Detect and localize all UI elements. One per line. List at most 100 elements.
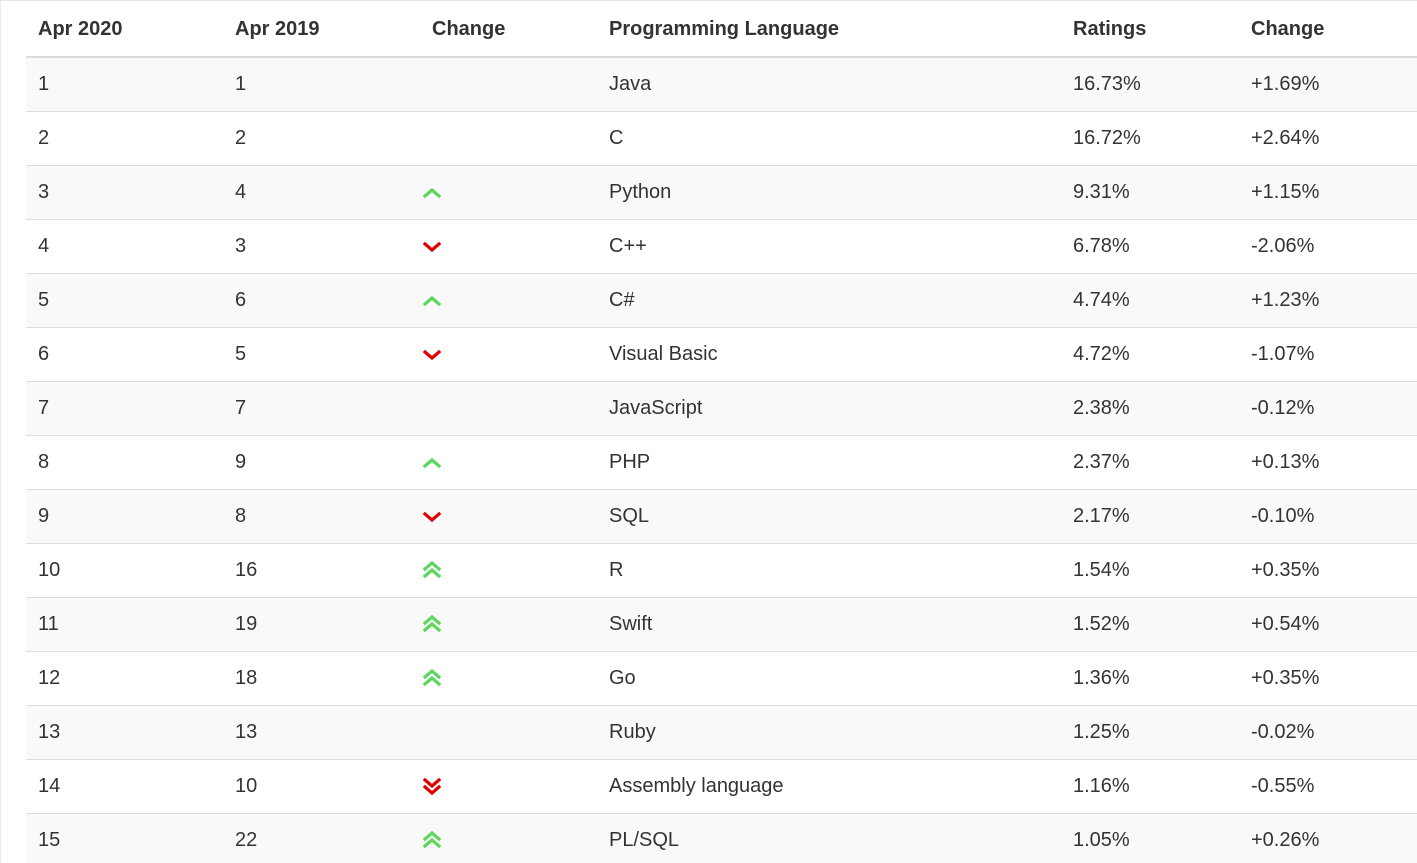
rating-cell: 4.72% — [1061, 327, 1239, 382]
rating-change-cell: +0.35% — [1239, 543, 1417, 598]
rank-2020-cell: 4 — [26, 219, 223, 274]
rating-change-cell: -2.06% — [1239, 219, 1417, 274]
rank-2020-cell: 8 — [26, 435, 223, 490]
language-cell: PL/SQL — [597, 813, 1061, 863]
language-cell: Swift — [597, 597, 1061, 652]
rank-change-cell — [420, 597, 597, 652]
rank-change-cell — [420, 759, 597, 814]
rank-2019-cell: 16 — [223, 543, 420, 598]
table-row: 9 8 SQL 2.17% -0.10% — [26, 489, 1417, 544]
rank-2020-cell: 3 — [26, 165, 223, 220]
rank-2020-cell: 15 — [26, 813, 223, 863]
table-row: 10 16 R 1.54% +0.35% — [26, 543, 1417, 598]
rating-cell: 6.78% — [1061, 219, 1239, 274]
rank-2019-cell: 3 — [223, 219, 420, 274]
rating-cell: 1.36% — [1061, 651, 1239, 706]
chevron-up-icon — [420, 181, 444, 205]
language-cell: Ruby — [597, 705, 1061, 760]
table-header: Apr 2020 Apr 2019 Change Programming Lan… — [26, 2, 1417, 58]
language-cell: C# — [597, 273, 1061, 328]
chevron-up-icon — [420, 451, 444, 475]
rank-change-cell — [420, 705, 597, 760]
rank-2020-cell: 10 — [26, 543, 223, 598]
rating-change-cell: +1.15% — [1239, 165, 1417, 220]
rating-cell: 4.74% — [1061, 273, 1239, 328]
header-apr-2019: Apr 2019 — [223, 2, 420, 58]
rank-change-cell — [420, 111, 597, 166]
rating-change-cell: -0.02% — [1239, 705, 1417, 760]
language-cell: Assembly language — [597, 759, 1061, 814]
table-row: 5 6 C# 4.74% +1.23% — [26, 273, 1417, 328]
rank-change-cell — [420, 381, 597, 436]
table-row: 7 7 JavaScript 2.38% -0.12% — [26, 381, 1417, 436]
rank-2020-cell: 11 — [26, 597, 223, 652]
rating-change-cell: -0.55% — [1239, 759, 1417, 814]
table-row: 14 10 Assembly language 1.16% -0.55% — [26, 759, 1417, 814]
double-chevron-up-icon — [420, 559, 444, 583]
header-rating-change: Change — [1239, 2, 1417, 58]
rank-change-cell — [420, 165, 597, 220]
header-rank-change: Change — [420, 2, 597, 58]
rating-cell: 1.52% — [1061, 597, 1239, 652]
language-cell: C++ — [597, 219, 1061, 274]
rank-change-cell — [420, 651, 597, 706]
table-row: 6 5 Visual Basic 4.72% -1.07% — [26, 327, 1417, 382]
rank-2019-cell: 2 — [223, 111, 420, 166]
rating-change-cell: +0.35% — [1239, 651, 1417, 706]
chevron-down-icon — [420, 505, 444, 529]
language-cell: JavaScript — [597, 381, 1061, 436]
header-row: Apr 2020 Apr 2019 Change Programming Lan… — [26, 2, 1417, 58]
double-chevron-up-icon — [420, 829, 444, 853]
rank-2020-cell: 13 — [26, 705, 223, 760]
rating-cell: 1.16% — [1061, 759, 1239, 814]
rating-change-cell: +0.26% — [1239, 813, 1417, 863]
rating-change-cell: -1.07% — [1239, 327, 1417, 382]
table-row: 15 22 PL/SQL 1.05% +0.26% — [26, 813, 1417, 863]
rating-cell: 2.38% — [1061, 381, 1239, 436]
rank-change-cell — [420, 813, 597, 863]
rating-change-cell: +0.54% — [1239, 597, 1417, 652]
language-cell: Go — [597, 651, 1061, 706]
rank-2019-cell: 6 — [223, 273, 420, 328]
rank-2019-cell: 13 — [223, 705, 420, 760]
rating-cell: 1.25% — [1061, 705, 1239, 760]
rank-2019-cell: 9 — [223, 435, 420, 490]
table-row: 13 13 Ruby 1.25% -0.02% — [26, 705, 1417, 760]
rank-2019-cell: 19 — [223, 597, 420, 652]
rating-cell: 2.37% — [1061, 435, 1239, 490]
language-cell: Python — [597, 165, 1061, 220]
header-programming-language: Programming Language — [597, 2, 1061, 58]
table-row: 11 19 Swift 1.52% +0.54% — [26, 597, 1417, 652]
rating-change-cell: +1.69% — [1239, 56, 1417, 112]
rating-cell: 16.73% — [1061, 56, 1239, 112]
rank-2019-cell: 4 — [223, 165, 420, 220]
header-apr-2020: Apr 2020 — [26, 2, 223, 58]
rating-change-cell: -0.12% — [1239, 381, 1417, 436]
rating-cell: 16.72% — [1061, 111, 1239, 166]
double-chevron-down-icon — [420, 775, 444, 799]
language-cell: PHP — [597, 435, 1061, 490]
table-row: 12 18 Go 1.36% +0.35% — [26, 651, 1417, 706]
double-chevron-up-icon — [420, 613, 444, 637]
rating-change-cell: -0.10% — [1239, 489, 1417, 544]
rank-2020-cell: 5 — [26, 273, 223, 328]
table-row: 8 9 PHP 2.37% +0.13% — [26, 435, 1417, 490]
rank-2020-cell: 2 — [26, 111, 223, 166]
rating-cell: 1.54% — [1061, 543, 1239, 598]
rank-change-cell — [420, 273, 597, 328]
rank-change-cell — [420, 327, 597, 382]
rank-change-cell — [420, 56, 597, 112]
language-cell: SQL — [597, 489, 1061, 544]
rank-2019-cell: 1 — [223, 56, 420, 112]
tiobe-index-table: Apr 2020 Apr 2019 Change Programming Lan… — [26, 2, 1417, 863]
rank-change-cell — [420, 219, 597, 274]
rating-change-cell: +2.64% — [1239, 111, 1417, 166]
rank-2019-cell: 7 — [223, 381, 420, 436]
chevron-down-icon — [420, 343, 444, 367]
table-row: 2 2 C 16.72% +2.64% — [26, 111, 1417, 166]
rank-2020-cell: 6 — [26, 327, 223, 382]
rank-change-cell — [420, 489, 597, 544]
language-cell: C — [597, 111, 1061, 166]
rank-2019-cell: 8 — [223, 489, 420, 544]
